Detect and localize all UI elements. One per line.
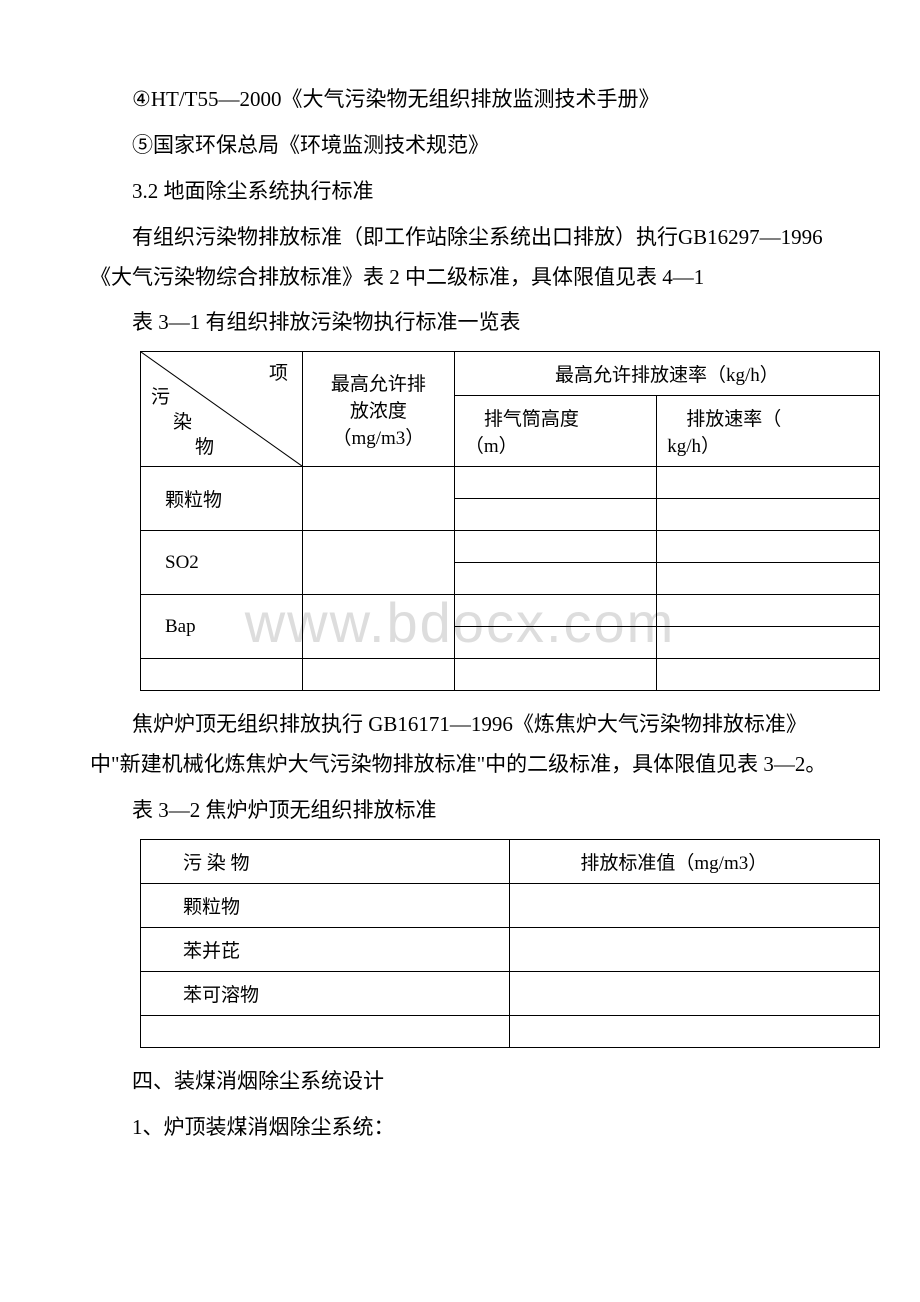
table-row: 颗粒物 [141,884,880,928]
t1-h2-l1: 最高允许排 [331,374,426,395]
table1-cell [302,595,454,659]
table1-cell [141,659,303,691]
section-heading-4: 四、装煤消烟除尘系统设计 [90,1062,830,1102]
table2-header-standard: 排放标准值（mg/m3） [510,840,880,884]
table1-cell [454,627,656,659]
table1-cell [302,531,454,595]
t1-h3-l2: （m） [465,436,518,457]
table2-cell [141,1016,510,1048]
table2-pollutant-particulate: 颗粒物 [141,884,510,928]
table1-cell [454,563,656,595]
table-row: 颗粒物 [141,467,880,499]
table-row: SO2 [141,531,880,563]
paragraph-item-4: ④HT/T55—2000《大气污染物无组织排放监测技术手册》 [90,80,830,120]
t1-h2-l3: （mg/m3） [332,428,424,449]
table1-cell [454,659,656,691]
t1-h4-l1: 排放速率（ [686,409,781,430]
diag-header-bottom: 污 染 物 [151,386,214,460]
table1-cell [657,531,880,563]
table1-pollutant-particulate: 颗粒物 [141,467,303,531]
table1-header-concentration: 最高允许排 放浓度 （mg/m3） [302,352,454,467]
table2-header-row: 污 染 物 排放标准值（mg/m3） [141,840,880,884]
table2-header-pollutant: 污 染 物 [141,840,510,884]
table1-cell [657,659,880,691]
table1-header-rate-group: 最高允许排放速率（kg/h） [454,352,879,396]
section-heading-3-2: 3.2 地面除尘系统执行标准 [90,172,830,212]
table1-cell [302,467,454,531]
table1-caption: 表 3—1 有组织排放污染物执行标准一览表 [90,303,830,343]
table-row [141,659,880,691]
table1-header-row1: 项 污 染 物 最高允许排 放浓度 （mg/m3） 最高允许排放速率（kg/h） [141,352,880,396]
table1-pollutant-bap: Bap [141,595,303,659]
table1-cell [454,499,656,531]
t1-h2-l2: 放浓度 [350,401,407,422]
table2-cell [510,1016,880,1048]
table2-cell [510,972,880,1016]
table-row: Bap [141,595,880,627]
diag-bot-line2: 染 [173,411,214,436]
table1-pollutant-so2: SO2 [141,531,303,595]
table-row: 苯可溶物 [141,972,880,1016]
table-row [141,1016,880,1048]
document-content: ④HT/T55—2000《大气污染物无组织排放监测技术手册》 ⑤国家环保总局《环… [90,80,830,1148]
table1-header-emission-rate: 排放速率（ kg/h） [657,396,880,467]
paragraph-unorganized-emission: 焦炉炉顶无组织排放执行 GB16171—1996《炼焦炉大气污染物排放标准》中"… [90,705,830,785]
paragraph-item-5: ⑤国家环保总局《环境监测技术规范》 [90,126,830,166]
diag-header-top: 项 [269,358,288,385]
table1-header-stack-height: 排气筒高度 （m） [454,396,656,467]
table-row: 苯并芘 [141,928,880,972]
table1-cell [657,627,880,659]
table1-cell [302,659,454,691]
diag-bot-line1: 污 [151,386,214,411]
table2-cell [510,884,880,928]
table1-cell [454,595,656,627]
table2-caption: 表 3—2 焦炉炉顶无组织排放标准 [90,791,830,831]
diag-bot-line3: 物 [195,436,214,461]
subsection-heading-4-1: 1、炉顶装煤消烟除尘系统： [90,1108,830,1148]
table1-cell [657,563,880,595]
table1-diagonal-header: 项 污 染 物 [141,352,303,467]
table2-cell [510,928,880,972]
t1-h3-l1: 排气筒高度 [484,409,579,430]
table1-cell [657,499,880,531]
table-furnace-top-standards: 污 染 物 排放标准值（mg/m3） 颗粒物 苯并芘 苯可溶物 [140,839,880,1048]
paragraph-organized-emission: 有组织污染物排放标准（即工作站除尘系统出口排放）执行GB16297—1996《大… [90,218,830,298]
table2-pollutant-benzo: 苯并芘 [141,928,510,972]
table1-cell [657,467,880,499]
table1-cell [454,531,656,563]
table1-cell [657,595,880,627]
t1-h4-l2: kg/h） [667,436,720,457]
table2-pollutant-benzene-soluble: 苯可溶物 [141,972,510,1016]
table-organized-emission-standards: 项 污 染 物 最高允许排 放浓度 （mg/m3） 最高允许排放速率（kg/h）… [140,351,880,691]
table1-cell [454,467,656,499]
